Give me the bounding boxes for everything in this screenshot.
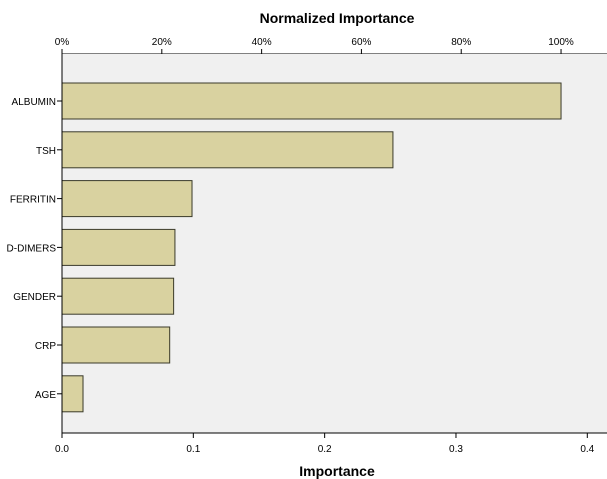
bottom-tick-label: 0.1 <box>186 444 200 455</box>
bars-group <box>61 82 562 413</box>
category-axis: ALBUMIN TSH FERRITIN D-DIMERS GENDER CRP AGE <box>7 54 63 433</box>
top-tick-label: 40% <box>252 37 272 48</box>
bar-age <box>61 375 84 413</box>
category-label: CRP <box>35 341 56 352</box>
category-label: FERRITIN <box>10 195 56 206</box>
category-label: ALBUMIN <box>12 97 56 108</box>
bar-gender <box>61 277 175 315</box>
category-label: GENDER <box>13 292 56 303</box>
bar-albumin <box>61 82 562 120</box>
bar-tsh <box>61 131 394 169</box>
bar-crp <box>61 326 171 364</box>
bottom-tick-label: 0.0 <box>55 444 69 455</box>
bar-ferritin <box>61 180 193 218</box>
bottom-tick-label: 0.2 <box>318 444 332 455</box>
top-tick-label: 60% <box>351 37 371 48</box>
category-label: D-DIMERS <box>7 243 57 254</box>
top-tick-label: 0% <box>55 37 70 48</box>
x-axis-title: Importance <box>299 463 375 479</box>
bottom-tick-label: 0.3 <box>449 444 463 455</box>
category-label: AGE <box>35 390 56 401</box>
chart-title: Normalized Importance <box>260 10 415 26</box>
top-tick-label: 20% <box>152 37 172 48</box>
bottom-tick-label: 0.4 <box>580 444 594 455</box>
top-tick-label: 100% <box>548 37 574 48</box>
category-label: TSH <box>36 146 56 157</box>
bar-d-dimers <box>61 228 176 266</box>
top-tick-label: 80% <box>451 37 471 48</box>
top-axis: 0% 20% 40% 60% 80% 100% <box>55 37 607 55</box>
importance-axis: 0.0 0.1 0.2 0.3 0.4 <box>55 432 607 455</box>
